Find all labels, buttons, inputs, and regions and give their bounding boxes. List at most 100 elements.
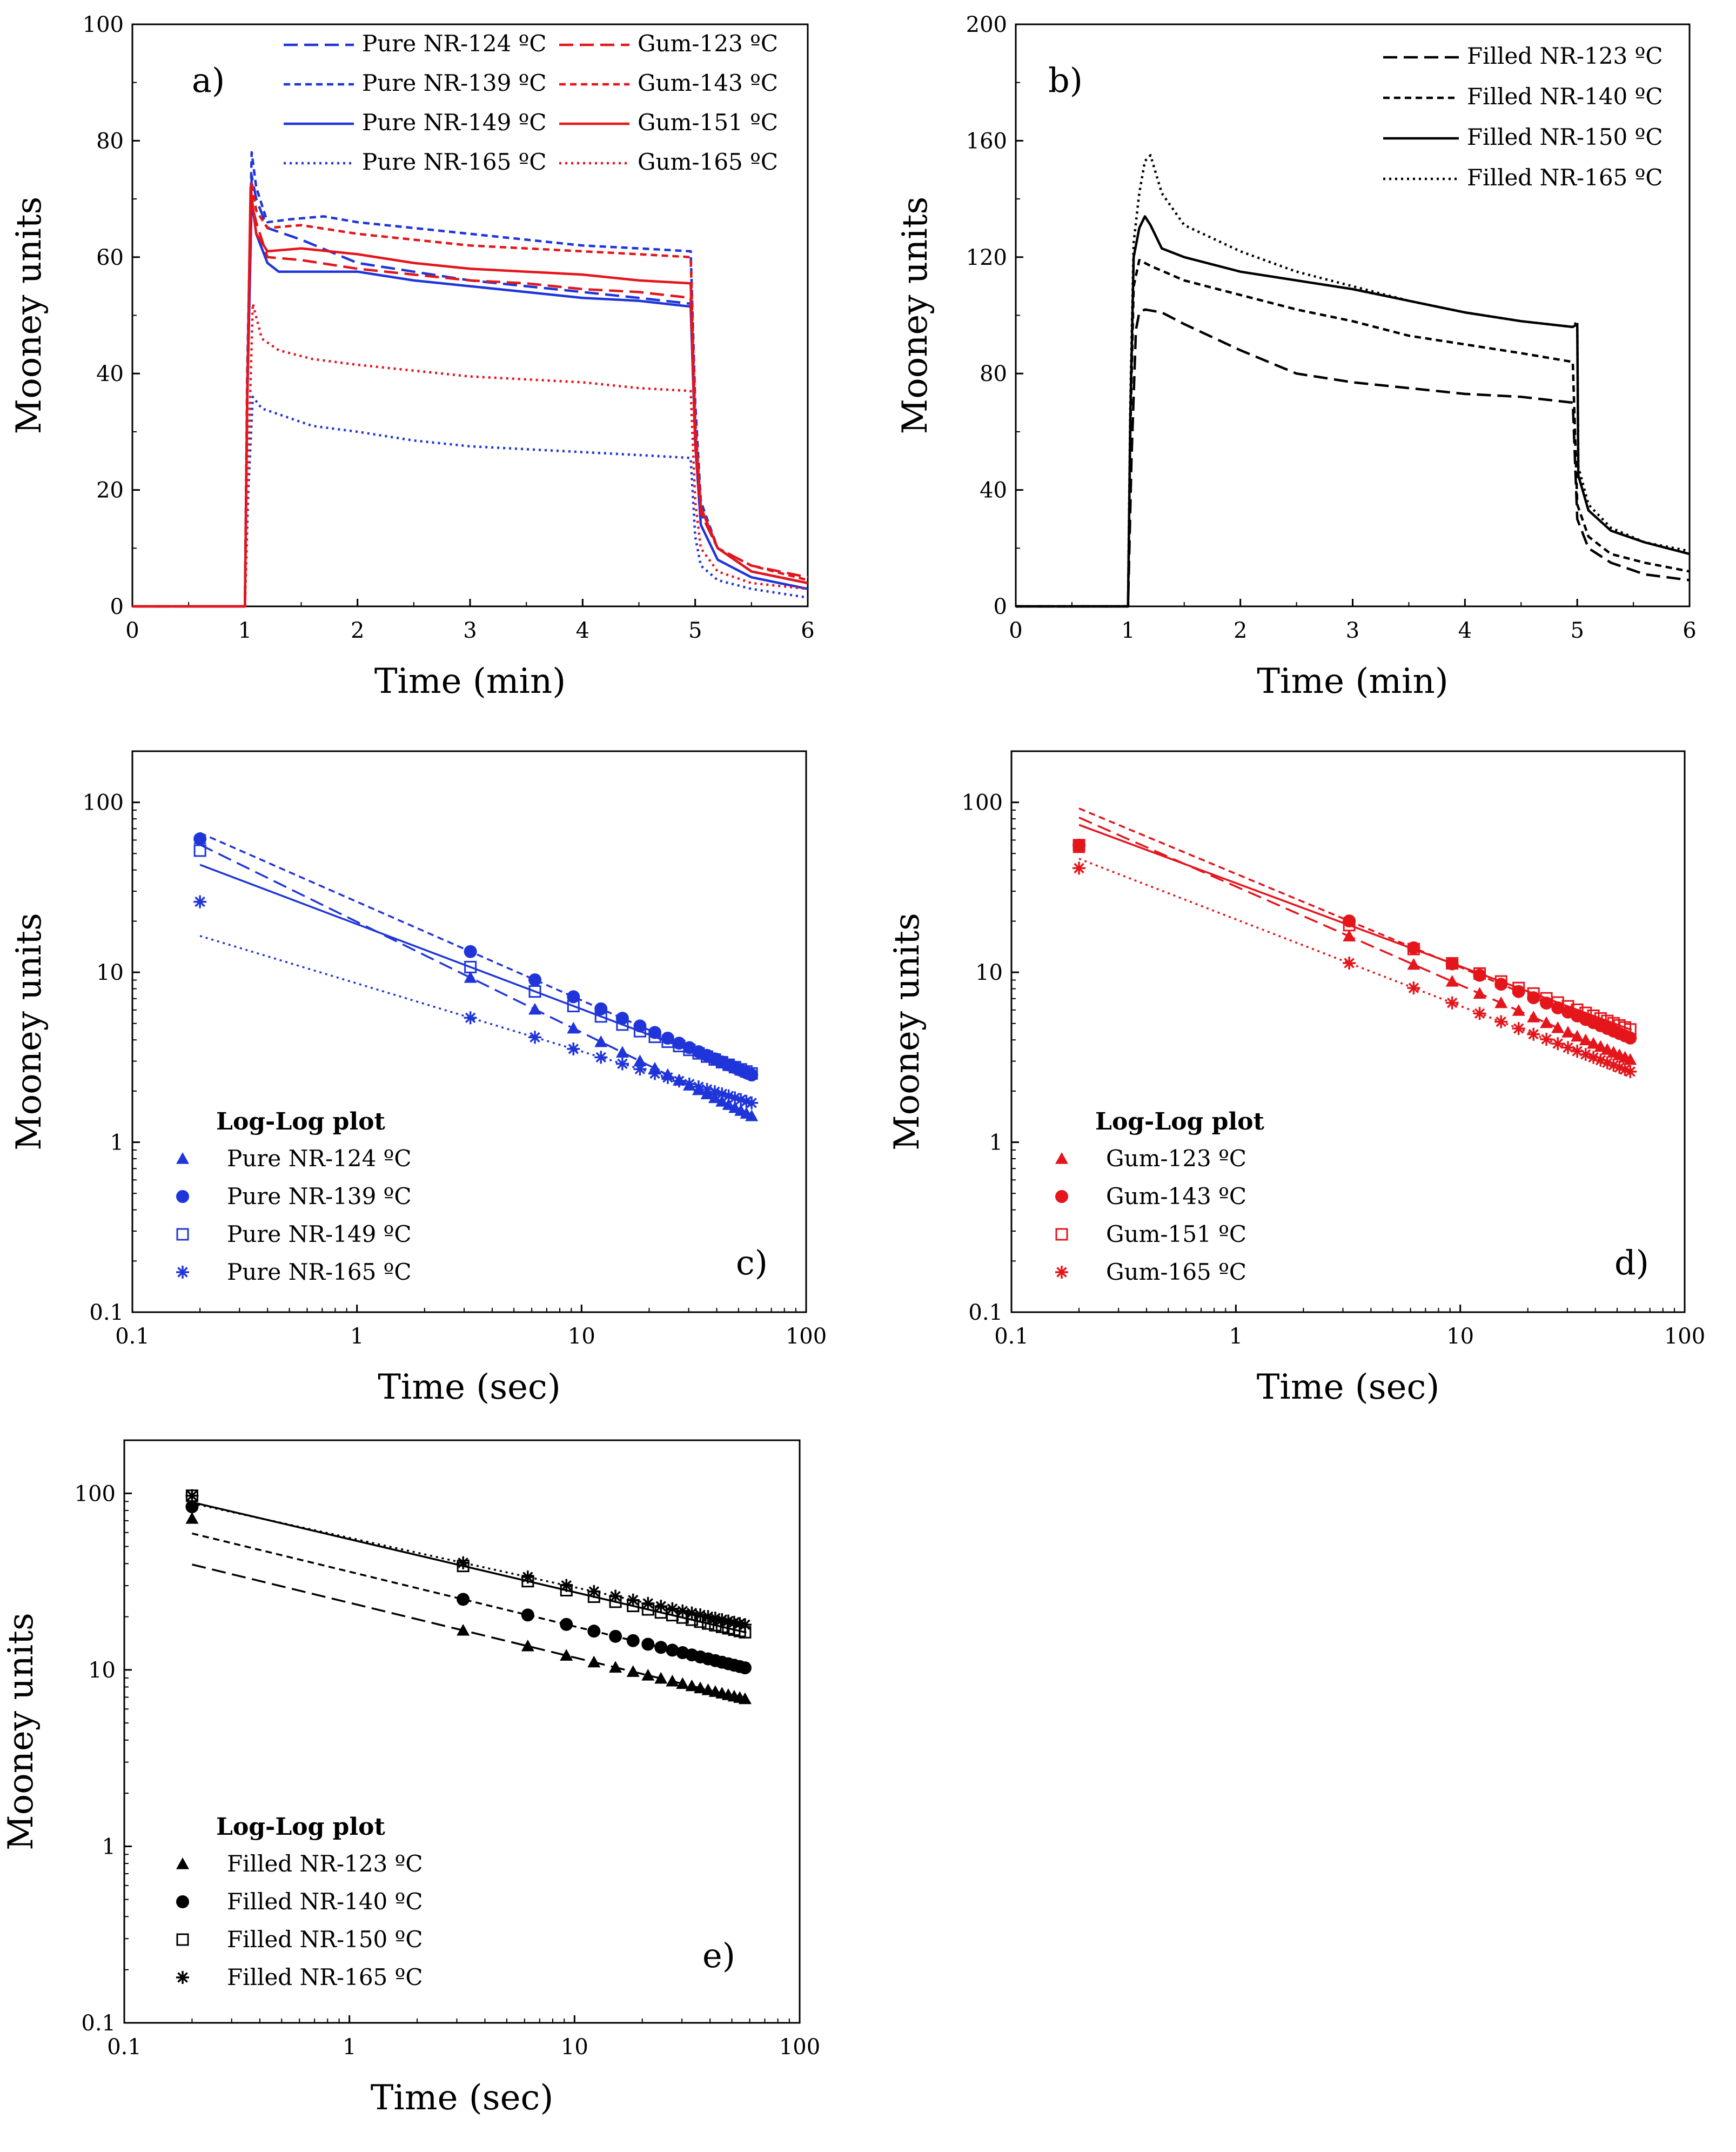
y-tick-label: 0.1 <box>89 1300 124 1325</box>
data-point <box>1473 967 1486 980</box>
data-point <box>1343 919 1356 932</box>
data-point <box>528 1031 542 1044</box>
data-point <box>738 1692 752 1705</box>
panel-label: e) <box>702 1936 735 1975</box>
asterisk-stroke <box>723 1615 734 1627</box>
asterisk-stroke <box>674 1075 685 1086</box>
data-point <box>587 1585 601 1598</box>
asterisk-stroke <box>177 1972 188 1983</box>
asterisk-stroke <box>729 1092 740 1104</box>
data-point <box>715 1056 728 1069</box>
data-point <box>1527 1011 1540 1022</box>
legend-label: Gum-123 ºC <box>1106 1145 1246 1172</box>
series-line <box>1016 154 1690 608</box>
data-point <box>1540 1016 1553 1028</box>
plot-frame <box>131 750 807 1313</box>
data-point <box>615 1057 629 1071</box>
asterisk-stroke <box>1541 1034 1552 1045</box>
data-point <box>1512 1022 1525 1035</box>
x-tick-label: 3 <box>463 618 477 643</box>
data-point <box>626 1665 640 1677</box>
y-tick-label: 40 <box>980 478 1007 503</box>
data-point <box>1561 1026 1575 1038</box>
x-tick-label: 10 <box>1446 1324 1474 1349</box>
data-point <box>666 1643 679 1657</box>
panel-label: b) <box>1048 61 1083 100</box>
legend-label: Filled NR-150 ºC <box>227 1926 423 1953</box>
asterisk-stroke <box>1619 1064 1631 1075</box>
asterisk-stroke <box>709 1086 720 1097</box>
x-tick-label: 100 <box>779 2035 820 2060</box>
legend-label: Pure NR-165 ºC <box>227 1259 412 1285</box>
data-point <box>1407 958 1420 970</box>
asterisk-stroke <box>1344 958 1355 968</box>
data-point <box>715 1095 729 1107</box>
plot-frame <box>1015 23 1691 607</box>
asterisk-stroke <box>1528 1029 1539 1040</box>
asterisk-stroke <box>529 1032 540 1043</box>
data-point <box>457 1593 470 1606</box>
asterisk-stroke <box>1595 1055 1606 1066</box>
data-point <box>676 1677 689 1689</box>
data-point <box>701 1683 715 1695</box>
data-point <box>1073 839 1085 852</box>
x-axis-label: Time (min) <box>1257 661 1448 701</box>
legend-label: Pure NR-165 ºC <box>362 149 547 175</box>
data-point <box>1494 996 1508 1008</box>
data-point <box>1445 996 1459 1010</box>
x-tick-label: 10 <box>561 2035 588 2060</box>
legend-marker <box>176 1266 189 1279</box>
legend-label: Filled NR-165 ºC <box>227 1964 423 1990</box>
legend-label: Pure NR-149 ºC <box>362 109 547 136</box>
data-point <box>745 1096 759 1110</box>
series-line <box>132 396 808 608</box>
data-point <box>633 1054 647 1066</box>
data-point <box>1407 981 1420 995</box>
legend-label: Pure NR-139 ºC <box>227 1183 412 1209</box>
data-point <box>1494 1015 1508 1028</box>
data-point <box>708 1053 721 1066</box>
legend-label: Gum-151 ºC <box>1106 1221 1246 1247</box>
y-tick-label: 80 <box>96 129 124 153</box>
chart-panel-b: 0 1 2 3 4 5 6 0 40 80 120 160 200 Time (min) Mooney un… <box>895 12 1697 701</box>
asterisk-stroke <box>1625 1066 1636 1077</box>
x-tick-label: 6 <box>801 618 814 643</box>
data-point <box>626 1634 640 1647</box>
legend-marker <box>176 1933 189 1946</box>
data-point <box>626 1593 640 1607</box>
panel-label: c) <box>736 1243 768 1282</box>
data-point <box>609 1661 622 1673</box>
series-line <box>132 186 808 608</box>
y-tick-label: 10 <box>96 960 124 985</box>
asterisk-stroke <box>186 1490 198 1501</box>
x-tick-label: 6 <box>1683 618 1696 643</box>
data-point <box>1594 1040 1607 1052</box>
legend-marker <box>176 1971 189 1984</box>
asterisk-stroke <box>1552 1038 1563 1049</box>
series-line <box>132 174 808 608</box>
data-point <box>567 1042 580 1055</box>
legend-label: Filled NR-165 ºC <box>1467 164 1663 191</box>
x-tick-label: 4 <box>1458 618 1472 643</box>
data-point <box>1473 1007 1486 1020</box>
asterisk-stroke <box>1074 863 1084 874</box>
x-tick-label: 0 <box>1009 618 1022 643</box>
asterisk-stroke <box>667 1603 678 1614</box>
asterisk-stroke <box>693 1081 704 1092</box>
asterisk-stroke <box>1602 1057 1613 1068</box>
x-tick-label: 10 <box>568 1324 595 1349</box>
data-point <box>1343 957 1356 970</box>
asterisk-stroke <box>684 1079 695 1090</box>
data-point <box>457 1556 470 1569</box>
data-point <box>528 985 541 998</box>
asterisk-stroke <box>568 1044 579 1054</box>
fit-line <box>1078 858 1632 1073</box>
data-point <box>692 1080 705 1094</box>
data-point <box>1624 1065 1637 1078</box>
chart-panel-d: 0.1 1 10 100 0.1 1 10 100 Time (sec) Mooney units… <box>887 750 1705 1407</box>
data-point <box>1571 1030 1584 1042</box>
asterisk-stroke <box>1588 1052 1599 1063</box>
y-tick-label: 20 <box>96 478 124 503</box>
asterisk-stroke <box>642 1598 654 1609</box>
